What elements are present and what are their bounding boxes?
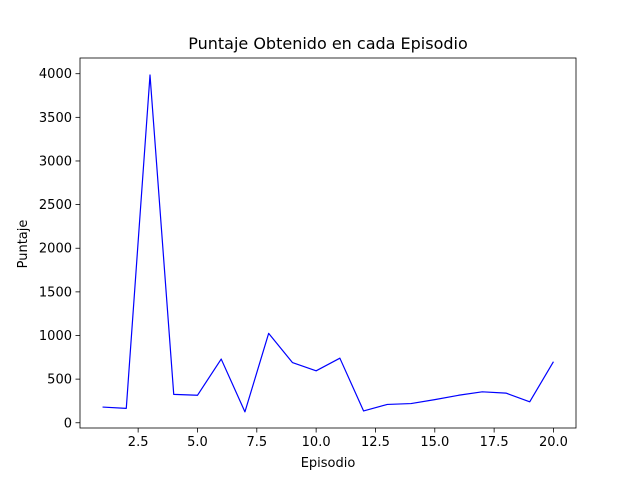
x-tick-label: 17.5 [480,435,509,450]
y-tick-label: 500 [47,373,72,388]
y-tick-label: 3500 [39,111,72,126]
axes-frame [79,57,577,429]
y-tick-label: 1000 [39,329,72,344]
plot-area: 2.5 5.0 7.5 10.0 12.5 15.0 17.5 20.0 0 500 1000 150… [39,57,577,450]
y-axis-label: Puntaje [16,220,31,269]
y-tick-label: 2500 [39,198,72,213]
y-tick-label: 2000 [39,242,72,257]
x-tick-label: 10.0 [302,435,331,450]
x-tick-label: 7.5 [246,435,267,450]
chart-title: Puntaje Obtenido en cada Episodio [188,34,468,53]
y-tick-label: 1500 [39,285,72,300]
x-tick-label: 12.5 [361,435,390,450]
y-tick-label: 3000 [39,154,72,169]
x-tick-label: 5.0 [187,435,208,450]
series-line-0 [102,74,554,413]
x-tick-label: 15.0 [420,435,449,450]
x-axis-label: Episodio [301,456,356,471]
x-tick-label: 2.5 [128,435,149,450]
y-tick-label: 0 [64,416,72,431]
y-tick-label: 4000 [39,67,72,82]
x-tick-label: 20.0 [539,435,568,450]
